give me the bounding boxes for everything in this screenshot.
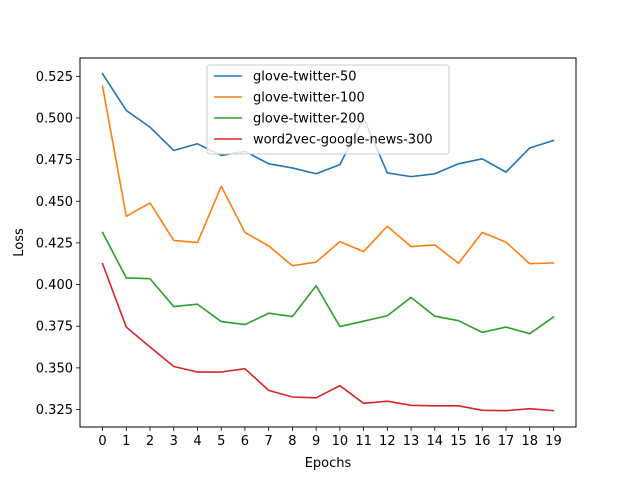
x-tick-label: 18 [521, 434, 538, 449]
y-tick-label: 0.375 [36, 320, 73, 335]
x-tick-label: 17 [498, 434, 515, 449]
y-axis-label: Loss [12, 228, 27, 257]
x-axis-label: Epochs [305, 456, 352, 471]
legend-box [206, 64, 450, 155]
y-tick-label: 0.350 [36, 361, 73, 376]
y-tick-label: 0.475 [36, 153, 73, 168]
legend-label-0: glove-twitter-50 [253, 70, 356, 85]
x-tick-label: 10 [332, 434, 349, 449]
x-axis-ticks: 0 1 2 3 4 5 6 7 8 9 10 11 12 13 14 15 16 17 18 19 [98, 427, 562, 449]
legend-label-1: glove-twitter-100 [253, 91, 365, 106]
x-tick-label: 5 [217, 434, 225, 449]
series-line-3 [101, 262, 555, 412]
x-tick-label: 16 [474, 434, 491, 449]
axes-frame [79, 57, 577, 428]
x-tick-label: 14 [427, 434, 444, 449]
x-tick-label: 2 [146, 434, 154, 449]
x-tick-label: 7 [265, 434, 273, 449]
y-axis-ticks: 0.325 0.350 0.375 0.400 0.425 0.450 0.475 0.500… [36, 70, 80, 418]
legend-label-2: glove-twitter-200 [253, 112, 365, 127]
x-tick-label: 3 [170, 434, 178, 449]
legend: glove-twitter-50 glove-twitter-100 glove-t… [206, 64, 450, 155]
x-tick-label: 1 [122, 434, 130, 449]
y-tick-label: 0.400 [36, 278, 73, 293]
x-tick-label: 13 [403, 434, 420, 449]
series-line-1 [101, 85, 555, 267]
x-tick-label: 8 [288, 434, 296, 449]
y-tick-label: 0.525 [36, 70, 73, 85]
x-tick-label: 9 [312, 434, 320, 449]
x-tick-label: 4 [193, 434, 201, 449]
x-tick-label: 11 [355, 434, 372, 449]
y-tick-label: 0.425 [36, 236, 73, 251]
y-tick-label: 0.500 [36, 111, 73, 126]
y-tick-label: 0.325 [36, 403, 73, 418]
x-tick-label: 12 [379, 434, 396, 449]
x-tick-label: 0 [98, 434, 106, 449]
axes [79, 57, 577, 428]
plot-area [101, 72, 555, 412]
series-line-2 [101, 231, 555, 335]
x-tick-label: 15 [450, 434, 467, 449]
x-tick-label: 19 [545, 434, 562, 449]
legend-label-3: word2vec-google-news-300 [253, 133, 433, 148]
x-tick-label: 6 [241, 434, 249, 449]
series-line-0 [101, 72, 555, 178]
y-tick-label: 0.450 [36, 195, 73, 210]
